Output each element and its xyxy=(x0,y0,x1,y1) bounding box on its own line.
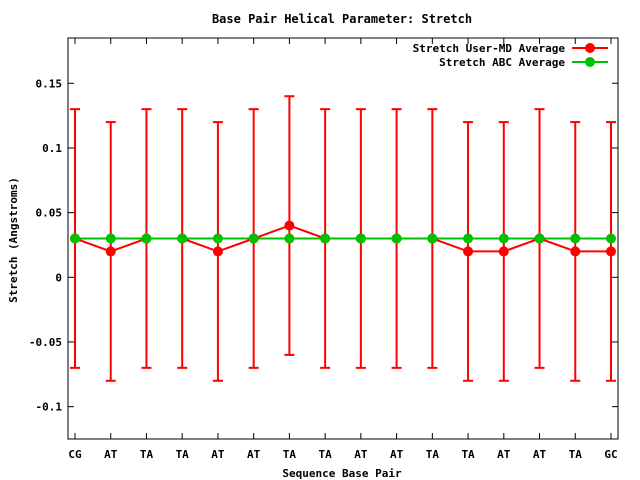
x-tick-label: TA xyxy=(283,448,297,461)
data-point-abc xyxy=(498,233,509,244)
data-point-user-md xyxy=(463,246,474,257)
data-point-abc xyxy=(355,233,366,244)
data-point-abc xyxy=(391,233,402,244)
x-tick-label: AT xyxy=(354,448,368,461)
x-tick-label: TA xyxy=(140,448,154,461)
data-point-abc xyxy=(427,233,438,244)
data-point-abc xyxy=(105,233,116,244)
data-point-abc xyxy=(141,233,152,244)
x-tick-label: TA xyxy=(426,448,440,461)
data-point-abc xyxy=(248,233,259,244)
data-point-user-md xyxy=(498,246,509,257)
x-tick-label: GC xyxy=(604,448,617,461)
data-point-abc xyxy=(463,233,474,244)
axis-ticks: 0.15 0.1 0.05 0 -0.05 -0.1 CG AT TA TA AT AT TA TA AT A… xyxy=(29,38,618,461)
data-point-user-md xyxy=(284,220,295,231)
x-tick-label: AT xyxy=(497,448,511,461)
y-tick-label: -0.05 xyxy=(29,336,62,349)
data-point-abc xyxy=(212,233,223,244)
data-point-abc xyxy=(320,233,331,244)
data-point-user-md xyxy=(212,246,223,257)
legend-marker-abc xyxy=(585,57,595,67)
data-point-abc xyxy=(606,233,616,244)
plot-frame xyxy=(67,37,619,440)
y-tick-label: 0 xyxy=(55,271,62,284)
legend-label-abc: Stretch ABC Average xyxy=(439,56,565,69)
data-point-user-md xyxy=(105,246,116,257)
y-tick-label: -0.1 xyxy=(36,401,63,414)
x-tick-label: TA xyxy=(569,448,583,461)
data-point-user-md xyxy=(606,246,616,257)
x-tick-label: AT xyxy=(211,448,225,461)
x-tick-label: TA xyxy=(176,448,190,461)
x-tick-label: AT xyxy=(247,448,261,461)
y-tick-label: 0.1 xyxy=(42,142,62,155)
x-tick-label: AT xyxy=(104,448,118,461)
y-tick-label: 0.05 xyxy=(36,207,63,220)
legend-marker-user-md xyxy=(585,43,595,53)
data-point-abc xyxy=(70,233,80,244)
y-axis-label: Stretch (Angstroms) xyxy=(7,177,20,303)
series-layer xyxy=(70,220,616,257)
data-point-abc xyxy=(534,233,545,244)
x-tick-label: TA xyxy=(461,448,475,461)
data-point-abc xyxy=(284,233,295,244)
data-point-abc xyxy=(177,233,188,244)
x-axis-label: Sequence Base Pair xyxy=(282,467,402,480)
x-tick-label: TA xyxy=(319,448,333,461)
data-point-abc xyxy=(570,233,581,244)
x-tick-label: AT xyxy=(390,448,404,461)
y-tick-label: 0.15 xyxy=(36,77,63,90)
x-tick-label: AT xyxy=(533,448,547,461)
x-tick-label: CG xyxy=(68,448,82,461)
legend-label-user-md: Stretch User-MD Average xyxy=(413,42,566,55)
data-point-user-md xyxy=(570,246,581,257)
chart-title: Base Pair Helical Parameter: Stretch xyxy=(212,12,472,26)
